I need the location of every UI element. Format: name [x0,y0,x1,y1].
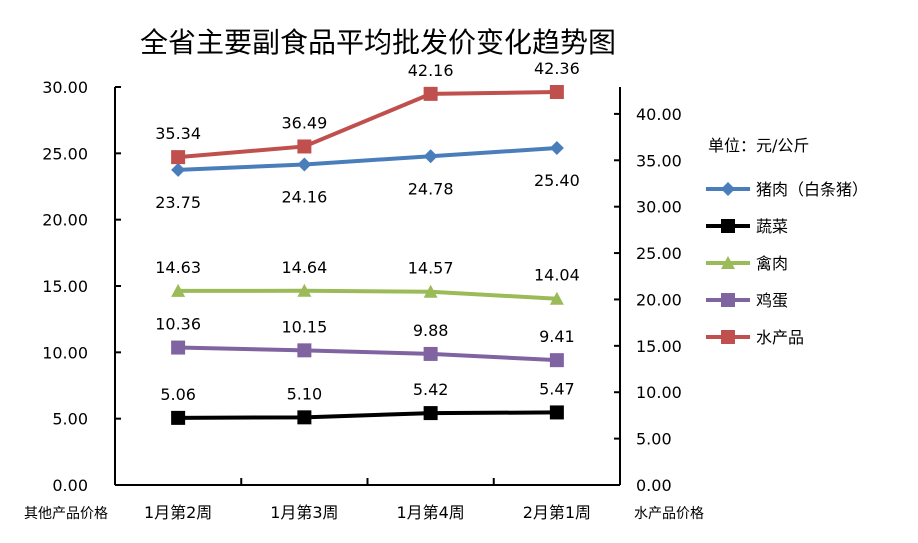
data-label: 10.36 [155,315,201,334]
data-point [549,405,564,420]
legend-marker [721,330,735,344]
series-line [178,345,557,363]
right-tick-label: 5.00 [636,430,672,449]
right-tick-label: 40.00 [636,105,682,124]
right-tick-label: 25.00 [636,244,682,263]
data-point [171,150,186,165]
data-point [549,353,564,368]
data-label: 24.78 [408,179,454,198]
left-tick-label: 15.00 [42,277,88,296]
legend-item: 鸡蛋 [706,291,788,310]
data-point [423,406,438,421]
data-point [297,157,312,172]
right-tick-label: 10.00 [636,383,682,402]
left-axis-label: 其他产品价格 [24,506,108,522]
legend-label: 水产品 [756,328,804,347]
data-label: 14.63 [155,258,201,277]
series-2: 14.63 14.64 14.57 14.04 [155,258,580,305]
right-tick-label: 35.00 [636,151,682,170]
data-label: 5.42 [413,380,449,399]
data-label: 14.64 [281,258,327,277]
data-label: 24.16 [281,187,327,206]
data-point [297,410,312,425]
legend-marker [721,256,735,269]
data-point [423,149,438,164]
series-4: 35.34 36.49 42.16 42.36 [155,59,580,165]
data-label: 25.40 [534,171,580,190]
legend-label: 鸡蛋 [756,291,788,310]
data-point [171,340,186,355]
left-tick-label: 25.00 [42,144,88,163]
data-label: 9.41 [539,327,575,346]
series-1: 5.06 5.10 5.42 5.47 [160,379,575,425]
legend-marker [721,293,735,307]
x-tick-label: 1月第2周 [144,503,212,522]
data-point [423,284,438,298]
left-tick-label: 0.00 [52,476,88,495]
left-tick-label: 5.00 [52,410,88,429]
left-tick-label: 20.00 [42,211,88,230]
data-point [549,85,564,100]
series-line [178,146,558,172]
data-label: 5.47 [539,379,575,398]
data-label: 35.34 [155,124,201,143]
legend-item: 猪肉（白条猪） [706,180,868,199]
data-point [549,141,564,156]
legend-marker [721,219,735,233]
data-label: 10.15 [281,317,327,336]
right-tick-label: 20.00 [636,290,682,309]
data-label: 5.10 [287,384,323,403]
data-point [171,410,186,425]
chart-title: 全省主要副食品平均批发价变化趋势图 [140,26,616,59]
data-label: 36.49 [281,113,327,132]
data-label: 14.04 [534,266,580,285]
legend-marker [721,182,735,196]
legend-label: 蔬菜 [756,217,788,236]
series-line [178,410,557,420]
legend-label: 禽肉 [756,254,788,273]
x-tick-label: 2月第1周 [523,503,591,522]
data-point [549,291,564,305]
data-point [297,139,312,154]
series-line [177,90,557,160]
series-line [178,288,557,301]
right-tick-label: 15.00 [636,337,682,356]
x-tick-label: 1月第3周 [270,503,338,522]
left-tick-label: 10.00 [42,343,88,362]
series-0: 23.75 24.16 24.78 25.40 [155,141,580,212]
left-tick-label: 30.00 [42,78,88,97]
x-tick-label: 1月第4周 [396,503,464,522]
data-label: 23.75 [155,193,201,212]
data-label: 42.36 [534,59,580,78]
right-tick-label: 30.00 [636,198,682,217]
data-point [171,162,186,177]
right-tick-label: 0.00 [636,476,672,495]
data-point [297,343,312,358]
data-point [423,86,438,101]
data-label: 5.06 [160,385,196,404]
legend-item: 水产品 [706,328,804,347]
data-point [171,283,186,297]
data-label: 9.88 [413,321,449,340]
legend-item: 蔬菜 [706,217,788,236]
legend-item: 禽肉 [706,254,788,273]
data-point [297,283,312,297]
legend-label: 猪肉（白条猪） [756,180,868,199]
data-point [423,346,438,361]
data-label: 14.57 [408,259,454,278]
right-axis-label: 水产品价格 [634,506,704,522]
unit-label: 单位：元/公斤 [708,136,809,155]
series-3: 10.36 10.15 9.88 9.41 [155,315,575,368]
data-label: 42.16 [408,61,454,80]
